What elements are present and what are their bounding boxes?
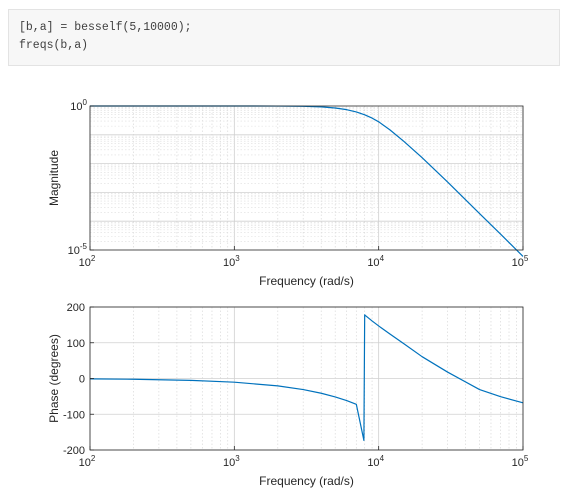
axes-1: 102 103 104 105 100 10-5 Frequency (rad/s) Magn… <box>47 98 529 288</box>
axes-1-x-tick-label: 105 <box>512 254 529 269</box>
axes-1-grid <box>89 106 524 250</box>
axes-1-x-tick-label: 103 <box>223 254 240 269</box>
axes-2-x-tick-label: 102 <box>79 454 96 469</box>
axes-1-y-tick-label: 10-5 <box>68 242 88 257</box>
code-block: [b,a] = besself(5,10000); freqs(b,a) <box>8 9 560 66</box>
axes-2-y-tick-label: 0 <box>79 374 85 386</box>
axes-2-y-tick-label: -200 <box>63 445 85 457</box>
axes-2: 102 103 104 105 200 100 0 -100 -200 Frequency (ra… <box>47 302 529 488</box>
axes-2-x-tick-label: 104 <box>367 454 384 469</box>
axes-1-x-tick-label: 102 <box>79 254 96 269</box>
axes-1-background <box>90 106 523 250</box>
code-line-2: freqs(b,a) <box>19 39 89 52</box>
axes-1-ylabel: Magnitude <box>47 150 61 206</box>
axes-2-ylabel: Phase (degrees) <box>47 334 61 423</box>
axes-2-y-tick-label: -100 <box>63 409 85 421</box>
axes-2-response-line <box>89 314 524 441</box>
axes-1-y-tick-label: 100 <box>70 98 87 113</box>
axes-2-xlabel: Frequency (rad/s) <box>259 474 354 488</box>
axes-2-y-tick-label: 100 <box>67 338 85 350</box>
axes-1-x-tick-label: 104 <box>367 254 384 269</box>
axes-2-x-tick-label: 103 <box>223 454 240 469</box>
axes-2-y-tick-label: 200 <box>67 302 85 314</box>
axes-1-frame <box>89 105 524 251</box>
code-line-1: [b,a] = besself(5,10000); <box>19 21 192 34</box>
axes-1-xlabel: Frequency (rad/s) <box>259 274 354 288</box>
axes-2-x-tick-label: 105 <box>512 454 529 469</box>
